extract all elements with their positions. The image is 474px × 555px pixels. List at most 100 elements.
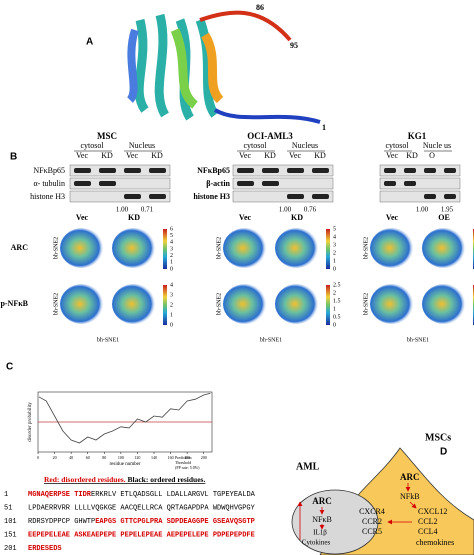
x-tick-label: 20: [53, 455, 57, 460]
row-label: histone H3: [193, 192, 230, 201]
x-tick-label: 160: [168, 455, 174, 460]
node: ARC: [400, 472, 420, 482]
row-label: α- tubulin: [33, 179, 65, 188]
colorbar-tick: 3: [170, 292, 173, 298]
colorbar-tick: 5: [170, 233, 173, 239]
colorbar-tick: 2: [170, 302, 173, 308]
block-title: KG1: [408, 131, 427, 141]
colorbar-tick: 1: [170, 312, 173, 318]
seq-chunk: EEPEPELEAE ASKEAEPEPE PEPELEPEAE AEPEPEL…: [28, 531, 255, 539]
blot: [69, 190, 171, 203]
tsne-plot: [422, 284, 466, 324]
residue-label: 1: [322, 123, 326, 132]
x-tick-label: 200: [201, 455, 207, 460]
legend-entry: Threshold: [175, 460, 191, 465]
x-tick-label: 80: [102, 455, 106, 460]
band: [99, 181, 116, 186]
tsne-column: OE: [438, 213, 450, 222]
band: [149, 194, 166, 199]
tsne-plot: [275, 284, 319, 324]
lane-label: KD: [264, 151, 276, 160]
tsne-column: Vec: [76, 213, 89, 222]
lane-label: Vec: [386, 151, 398, 160]
band: [237, 168, 254, 173]
colorbar-tick: 4: [333, 234, 336, 240]
legend-entry: Prediction: [175, 455, 191, 460]
lane-label: KD: [406, 151, 418, 160]
x-tick-label: 0: [37, 455, 39, 460]
axis-label: bh-SNE2: [363, 237, 369, 259]
tsne-column: KD: [128, 213, 140, 222]
colorbar-tick: 4: [170, 240, 173, 246]
blot: [69, 177, 171, 190]
lane-label: KD: [151, 151, 163, 160]
lane-label: KD: [101, 151, 113, 160]
x-tick-label: 60: [86, 455, 90, 460]
lane-label: KD: [314, 151, 326, 160]
aml-cell: [291, 489, 379, 555]
seq-chunk: ERDESEDS: [28, 545, 62, 553]
tsne-plot: [275, 228, 319, 268]
blot: [379, 177, 461, 190]
colorbar: [326, 229, 330, 269]
lane-label: Vec: [289, 151, 301, 160]
colorbar-tick: 3: [170, 246, 173, 252]
colorbar-tick: 2: [333, 250, 336, 256]
row-label: histone H3: [30, 192, 65, 201]
node: Cytokines: [302, 539, 331, 547]
band: [124, 168, 141, 173]
lane-label: Vec: [126, 151, 138, 160]
fraction-label: Nucleus: [292, 141, 318, 150]
colorbar-tick: 1.5: [333, 298, 341, 304]
quant-label: 1.95: [441, 206, 454, 214]
fraction-label: Nucle us: [423, 141, 451, 150]
node: CCL2: [418, 517, 438, 526]
band: [287, 194, 304, 199]
axis-label: bh-SNE2: [216, 293, 222, 315]
axis-label: disorder probability: [28, 402, 33, 442]
tsne-plot: [223, 284, 267, 324]
band: [124, 194, 141, 199]
seq-number: 51: [4, 504, 12, 512]
colorbar-tick: 0: [333, 266, 336, 272]
seq-number: 201: [4, 545, 17, 553]
blot: [379, 164, 461, 177]
colorbar-tick: 1: [170, 260, 173, 266]
colorbar-tick: 0: [170, 322, 173, 328]
seq-number: 151: [4, 531, 17, 539]
band: [287, 168, 304, 173]
colorbar-tick: 0: [170, 266, 173, 272]
lane-label: Vec: [239, 151, 251, 160]
axis-label: bh-SNE2: [53, 293, 59, 315]
colorbar-tick: 6: [170, 226, 173, 232]
row-label: ARC: [11, 243, 29, 252]
tsne-plot: [112, 228, 156, 268]
row-label: p-NFκB: [0, 299, 28, 308]
tsne-plot: [60, 228, 104, 268]
quant-label: 0.71: [141, 206, 154, 214]
x-tick-label: 40: [69, 455, 73, 460]
axis-label: residue number: [110, 462, 141, 467]
blot: [379, 190, 461, 203]
panel-label: D: [440, 447, 447, 458]
colorbar-tick: 0.5: [333, 314, 341, 320]
quant-label: 1.00: [279, 206, 292, 214]
colorbar-tick: 2: [170, 253, 173, 259]
band: [74, 181, 91, 186]
x-tick-label: 100: [118, 455, 124, 460]
cell-label: MSCs: [425, 432, 451, 443]
disorder-line: [38, 392, 211, 444]
x-tick-label: 120: [134, 455, 140, 460]
tsne-plot: [112, 284, 156, 324]
colorbar-tick: 5: [333, 226, 336, 232]
node: NFkB: [400, 492, 420, 501]
colorbar-tick: 1: [333, 258, 336, 264]
fraction-label: Nucleus: [129, 141, 155, 150]
axis-label: bh-SNE1: [97, 337, 119, 343]
node: NFκB: [312, 515, 332, 524]
node: chemokines: [416, 538, 454, 547]
tsne-column: Vec: [386, 213, 399, 222]
sequence-line: ERDESEDS: [28, 545, 62, 553]
lane-label: Vec: [76, 151, 88, 160]
